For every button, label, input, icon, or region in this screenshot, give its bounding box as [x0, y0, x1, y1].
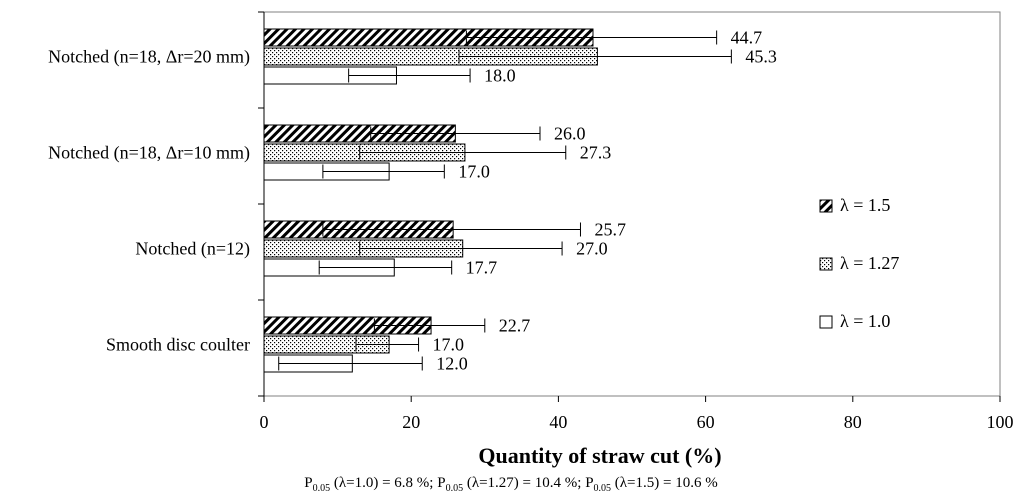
- data-label: 17.7: [466, 258, 498, 278]
- data-label: 44.7: [731, 28, 763, 48]
- data-label: 27.0: [576, 239, 608, 259]
- x-tick-label: 0: [260, 412, 269, 432]
- data-label: 12.0: [436, 354, 468, 374]
- footnote-value: (λ=1.5) = 10.6 %: [611, 475, 718, 491]
- category-label: Notched (n=18, Δr=20 mm): [48, 47, 250, 68]
- footnote-value: (λ=1.27) = 10.4 %;: [463, 475, 586, 491]
- data-label: 17.0: [458, 162, 490, 182]
- data-label: 25.7: [594, 220, 626, 240]
- data-label: 18.0: [484, 66, 515, 86]
- category-label: Notched (n=18, Δr=10 mm): [48, 143, 250, 164]
- legend-swatch: [819, 199, 833, 213]
- category-label: Notched (n=12): [135, 239, 250, 260]
- data-label: 27.3: [580, 143, 612, 163]
- legend-label: λ = 1.0: [840, 311, 890, 331]
- x-axis-label: Quantity of straw cut (%): [478, 443, 721, 468]
- legend-swatch: [819, 257, 833, 271]
- x-tick-label: 80: [844, 412, 862, 432]
- legend-swatch: [819, 315, 833, 329]
- x-tick-label: 20: [402, 412, 420, 432]
- category-label: Smooth disc coulter: [106, 335, 250, 355]
- footnote-p: P: [585, 475, 594, 491]
- legend-label: λ = 1.5: [840, 195, 890, 215]
- data-label: 22.7: [499, 316, 531, 336]
- footnote-p-subscript: 0.05: [312, 483, 331, 494]
- legend-label: λ = 1.27: [840, 253, 899, 273]
- footnote-value: (λ=1.0) = 6.8 %;: [330, 475, 438, 491]
- footnote: P0.05 (λ=1.0) = 6.8 %; P0.05 (λ=1.27) = …: [0, 474, 1022, 498]
- chart: 0 20 40 60 80 100 Notched (n=18, Δr=20 mm) 44.7…: [48, 11, 1014, 468]
- x-tick-label: 100: [987, 412, 1014, 432]
- x-tick-label: 40: [549, 412, 567, 432]
- footnote-p: P: [437, 475, 446, 491]
- footnote-p-subscript: 0.05: [593, 483, 612, 494]
- footnote-p: P: [304, 475, 313, 491]
- footnote-p-subscript: 0.05: [445, 483, 464, 494]
- x-tick-label: 60: [697, 412, 715, 432]
- data-label: 17.0: [433, 335, 465, 355]
- data-label: 45.3: [745, 47, 777, 67]
- data-label: 26.0: [554, 124, 586, 144]
